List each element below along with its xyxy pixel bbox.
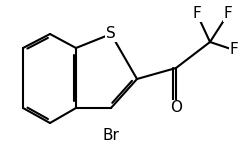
Text: F: F (224, 6, 232, 21)
Text: Br: Br (103, 128, 120, 143)
Text: S: S (106, 27, 116, 42)
Text: F: F (230, 43, 238, 58)
Text: F: F (193, 6, 201, 21)
Text: O: O (170, 100, 182, 115)
